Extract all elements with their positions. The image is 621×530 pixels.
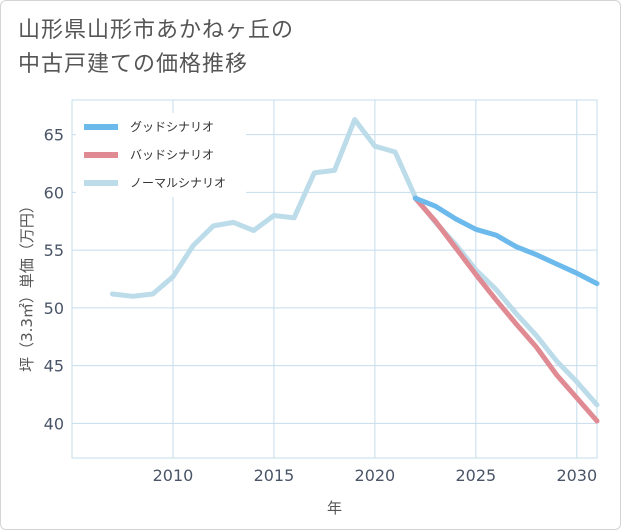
y-axis-label: 坪（3.3㎡）単価（万円）: [18, 198, 36, 372]
y-tick-label: 40: [44, 414, 64, 433]
x-tick-label: 2025: [455, 466, 496, 485]
y-tick-label: 65: [44, 126, 64, 145]
series-line-bad: [412, 195, 600, 424]
x-tick-label: 2015: [254, 466, 295, 485]
y-tick-label: 45: [44, 357, 64, 376]
x-tick-label: 2020: [355, 466, 396, 485]
series-lines: [109, 117, 600, 424]
series-line-good: [412, 195, 600, 287]
x-tick-label: 2010: [153, 466, 194, 485]
chart-title-line-1: 山形県山形市あかねヶ丘の: [18, 18, 295, 43]
chart-title-line-2: 中古戸建ての価格推移: [18, 52, 249, 77]
y-tick-label: 60: [44, 183, 64, 202]
y-tick-label: 55: [44, 241, 64, 260]
y-tick-label: 50: [44, 299, 64, 318]
x-axis-label: 年: [327, 499, 342, 517]
x-tick-label: 2030: [556, 466, 597, 485]
chart-title: 山形県山形市あかねヶ丘の 中古戸建ての価格推移: [18, 14, 294, 82]
legend-label-normal: ノーマルシナリオ: [130, 176, 226, 190]
legend-label-bad: バッドシナリオ: [130, 148, 214, 162]
plot-area-border: [71, 99, 598, 459]
series-line-normal: [109, 117, 600, 408]
tick-labels: 40 45 50 55 60 65 2010 2015 2020 2025 2030: [44, 126, 598, 485]
legend-label-good: グッドシナリオ: [130, 120, 214, 134]
